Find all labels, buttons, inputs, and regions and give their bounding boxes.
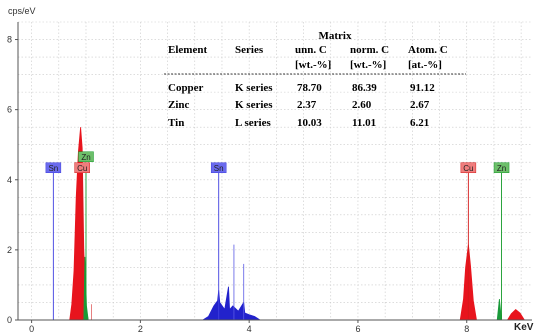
spectrum-series (69, 127, 526, 321)
peak-sn (201, 286, 262, 321)
peak-label-zn: Zn (81, 153, 90, 162)
axes: 0 2 4 6 8 0 2 4 6 8 (7, 22, 532, 334)
matrix-table-cell: Zinc (168, 99, 190, 111)
peak-label-box-sn (210, 162, 227, 174)
y-tick-label: 6 (7, 105, 12, 115)
peak-label-box-zn (493, 162, 510, 174)
x-tick-label: 0 (29, 324, 34, 334)
matrix-table-header: Atom. C (408, 44, 448, 56)
peak-label-cu: Cu (77, 164, 87, 173)
matrix-table-title: Matrix (319, 30, 352, 42)
peak-label-zn: Zn (497, 164, 506, 173)
peak-labels: Sn Cu Zn Sn Cu Zn (45, 151, 510, 174)
matrix-table-cell: 11.01 (352, 117, 376, 129)
y-tick-label: 8 (7, 35, 12, 45)
x-tick-label: 8 (464, 324, 469, 334)
matrix-table-header: unn. C (295, 44, 327, 56)
matrix-table-cell: 2.67 (410, 99, 430, 111)
y-tick-label: 4 (7, 175, 12, 185)
peak-label-box-cu (460, 162, 477, 174)
peak-label-sn: Sn (214, 164, 224, 173)
y-tick-label: 2 (7, 245, 12, 255)
peak-zn (496, 298, 502, 321)
matrix-table-header: Series (235, 44, 264, 56)
matrix-table-header: Element (168, 44, 207, 56)
peak-label-sn: Sn (48, 164, 58, 173)
peak-label-box-sn (45, 162, 62, 174)
peak-label-cu: Cu (463, 164, 473, 173)
matrix-table-cell: 6.21 (410, 117, 429, 129)
matrix-table-cell: 2.37 (297, 99, 317, 111)
matrix-table-cell: Tin (168, 117, 184, 129)
x-tick-label: 6 (355, 324, 360, 334)
matrix-table-cell: Copper (168, 82, 204, 94)
x-axis-unit: KeV (514, 322, 534, 333)
matrix-table-cell: K series (235, 82, 273, 94)
matrix-table-cell: K series (235, 99, 273, 111)
matrix-table-cell: 10.03 (297, 117, 322, 129)
peak-marker-lines (52, 172, 502, 320)
matrix-table-cell: 86.39 (352, 82, 377, 94)
matrix-table-subheader: [at.-%] (408, 59, 442, 71)
matrix-table-header: norm. C (350, 44, 389, 56)
matrix-table-cell: 91.12 (410, 82, 435, 94)
matrix-table-cell: 78.70 (297, 82, 322, 94)
x-tick-label: 4 (247, 324, 252, 334)
matrix-table: Matrix Element Series unn. C norm. C Atom. C [… (164, 30, 466, 129)
peak-label-box-cu (74, 162, 90, 174)
x-tick-label: 2 (138, 324, 143, 334)
y-axis-unit: cps/eV (8, 6, 36, 16)
peak-cu (506, 308, 526, 321)
matrix-table-cell: L series (235, 117, 271, 129)
grid (18, 21, 532, 320)
matrix-table-subheader: [wt.-%] (295, 59, 331, 71)
y-tick-label: 0 (7, 315, 12, 325)
matrix-table-cell: 2.60 (352, 99, 372, 111)
matrix-table-subheader: [wt.-%] (350, 59, 386, 71)
peak-label-box-zn (78, 151, 94, 163)
